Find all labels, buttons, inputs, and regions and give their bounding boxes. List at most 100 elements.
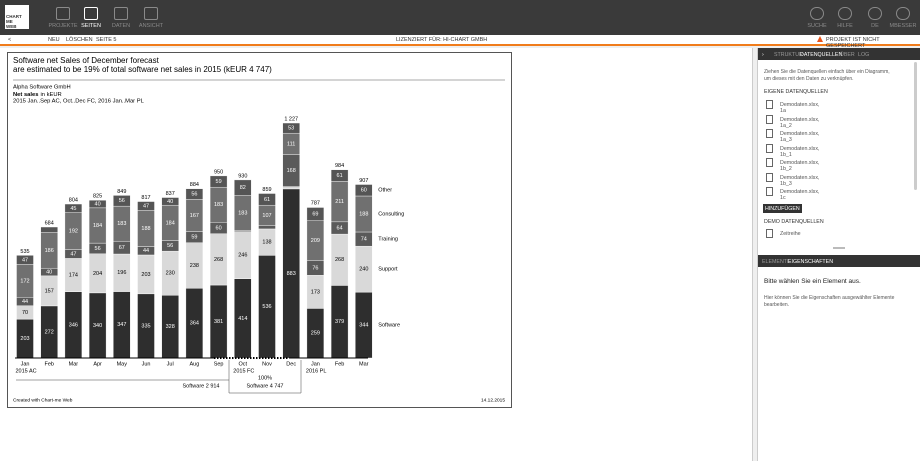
nav-label[interactable]: DATEN: [111, 23, 131, 29]
heading: DEMO DATENQUELLEN: [764, 219, 824, 225]
nav-icon[interactable]: [56, 7, 70, 20]
nav-label[interactable]: SEITEN: [81, 23, 101, 29]
annotation: Software 4 747: [247, 383, 284, 389]
nav-label[interactable]: SUCHE: [807, 23, 827, 29]
segment-label: 76: [312, 265, 318, 271]
segment-label: 209: [311, 238, 320, 244]
warning-icon: [817, 36, 823, 42]
bar-segment: [306, 207, 325, 221]
file-icon: [766, 129, 773, 138]
segment-label: 188: [359, 211, 368, 217]
nav-icon[interactable]: [810, 7, 824, 20]
measure-name: Net sales: [13, 92, 38, 98]
segment-label: 240: [359, 267, 368, 273]
segment-label: 138: [262, 240, 271, 246]
total-label: 859: [262, 187, 271, 193]
tab[interactable]: EIGENSCHAFTEN: [788, 258, 834, 265]
segment-label: 340: [93, 323, 102, 329]
bar-segment: [40, 226, 58, 233]
segment-label: 82: [240, 185, 246, 191]
category-label: Feb: [335, 361, 344, 367]
tab[interactable]: DATENQUELLEN: [800, 51, 843, 58]
segment-label: 53: [288, 126, 294, 132]
series-label: Other: [378, 188, 392, 194]
file-name: Demodaten.xlsx, 1a_2: [780, 116, 820, 129]
back-button[interactable]: <: [8, 37, 12, 43]
segment-label: 328: [166, 324, 175, 330]
segment-label: 211: [335, 199, 344, 205]
segment-label: 60: [361, 188, 367, 194]
nav-label[interactable]: MBESSER: [889, 23, 917, 29]
bar-segment: [355, 184, 373, 197]
nav-icon[interactable]: [838, 7, 852, 20]
bar-segment: [282, 122, 300, 134]
toolbar-item[interactable]: NEU: [48, 37, 60, 43]
bar-segment: [88, 200, 107, 209]
segment-label: 364: [190, 321, 199, 327]
prompt: Bitte wählen Sie ein Element aus.: [764, 278, 861, 285]
collapse[interactable]: ›: [762, 51, 764, 58]
segment-label: 883: [287, 271, 296, 277]
category-label: Nov: [262, 361, 272, 367]
nav-label[interactable]: HILFE: [837, 23, 853, 29]
segment-label: 61: [264, 197, 270, 203]
segment-label: 192: [69, 228, 78, 234]
add-button[interactable]: HINZUFÜGEN: [763, 204, 802, 213]
bar-segment: [64, 203, 83, 213]
segment-label: 56: [167, 243, 173, 249]
chart-date: 14.12.2015: [481, 397, 505, 403]
nav-label[interactable]: ANSICHT: [138, 23, 164, 29]
segment-label: 69: [312, 212, 318, 218]
toolbar-item[interactable]: SEITE 5: [96, 37, 117, 43]
nav-icon[interactable]: [868, 7, 882, 20]
file-icon: [766, 172, 773, 182]
category-label: Sep: [214, 361, 224, 367]
chart-footer: Created with Chart-me Web: [13, 397, 73, 403]
segment-label: 172: [20, 278, 29, 284]
file-name: Demodaten.xlsx, 1a_3: [780, 131, 820, 143]
segment-label: 184: [93, 223, 102, 229]
tab[interactable]: STRUKTUR: [774, 51, 803, 58]
period-label: 2016 PL: [306, 368, 327, 374]
segment-label: 183: [238, 211, 247, 217]
nav-icon[interactable]: [84, 7, 98, 20]
segment-label: 56: [191, 192, 197, 198]
segment-label: 379: [335, 319, 344, 325]
toolbar-item[interactable]: LÖSCHEN: [66, 37, 93, 43]
annotation: Software 2 914: [183, 383, 220, 389]
hint: Hier können Sie die Eigenschaften ausgew…: [764, 295, 895, 301]
tab[interactable]: LOG: [858, 51, 870, 58]
segment-label: 188: [141, 226, 150, 232]
segment-label: 230: [166, 271, 175, 277]
nav-label[interactable]: PROJEKTE: [48, 23, 78, 29]
total-label: 684: [45, 220, 54, 226]
sidebar: › STRUKTUR DATENQUELLEN ÜBER LOG Ziehen Sie d…: [757, 48, 920, 461]
series-label: Support: [378, 267, 398, 273]
category-label: May: [117, 361, 128, 367]
total-label: 984: [335, 163, 344, 169]
nav-icon[interactable]: [896, 7, 910, 20]
chart: Software net Sales of December forecasta…: [13, 56, 505, 403]
nav-icon[interactable]: [144, 7, 158, 20]
period-label: 2015 AC: [16, 368, 37, 374]
segment-label: 183: [117, 221, 126, 227]
segment-label: 59: [216, 179, 222, 185]
splitter: [833, 247, 845, 249]
total-label: 930: [238, 173, 247, 179]
segment-label: 347: [117, 322, 126, 328]
tab[interactable]: ELEMENTE: [762, 258, 791, 265]
file-icon: [766, 229, 773, 238]
segment-label: 59: [191, 235, 197, 241]
segment-label: 60: [216, 225, 222, 231]
nav-icon[interactable]: [114, 7, 128, 20]
category-label: Jan: [21, 361, 30, 367]
segment-label: 203: [20, 336, 29, 342]
segment-label: 47: [143, 203, 149, 209]
segment-label: 168: [287, 168, 296, 174]
tab[interactable]: ÜBER: [840, 51, 855, 58]
segment-label: 173: [311, 289, 320, 295]
total-label: 825: [93, 193, 102, 199]
total-label: 837: [166, 191, 175, 197]
scrollbar: [914, 62, 917, 190]
nav-label[interactable]: DE: [871, 23, 879, 29]
